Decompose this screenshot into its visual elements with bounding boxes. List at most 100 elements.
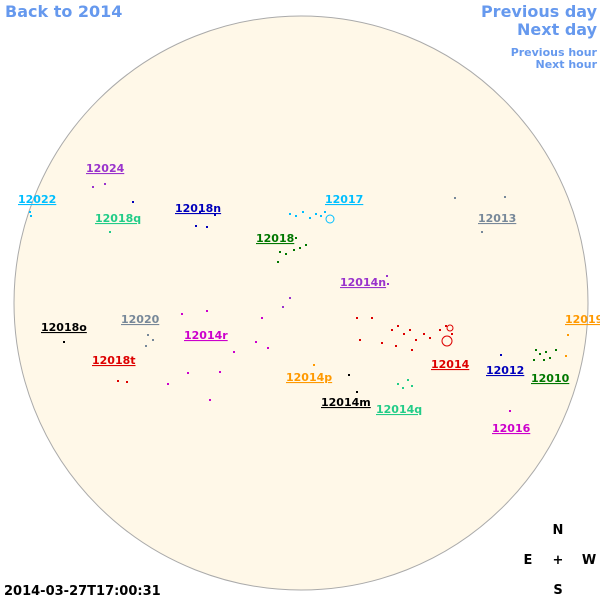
sunspot [397, 383, 399, 385]
sunspot [415, 339, 417, 341]
region-label[interactable]: 12024 [86, 162, 125, 175]
compass-north: N [553, 523, 564, 538]
sunspot [277, 261, 279, 263]
compass-south: S [553, 583, 562, 598]
sunspot [233, 351, 235, 353]
timestamp: 2014-03-27T17:00:31 [4, 584, 161, 599]
sunspot [381, 342, 383, 344]
sunspot [132, 201, 134, 203]
sunspot [117, 380, 119, 382]
sunspot [549, 357, 551, 359]
region-label[interactable]: 12016 [492, 422, 531, 435]
sunspot [305, 244, 307, 246]
sunspot [195, 225, 197, 227]
sunspot [451, 333, 453, 335]
sunspot [539, 353, 541, 355]
sunspot [500, 354, 502, 356]
region-label[interactable]: 12014r [184, 329, 228, 342]
region-label[interactable]: 12022 [18, 193, 56, 206]
back-link[interactable]: Back to 2014 [5, 2, 122, 21]
sunspot [206, 226, 208, 228]
sunspot [261, 317, 263, 319]
region-label[interactable]: 12018n [175, 202, 221, 215]
sunspot [481, 231, 483, 233]
region-label[interactable]: 12014m [321, 396, 371, 409]
sunspot [267, 347, 269, 349]
sunspot [313, 364, 315, 366]
sunspot [395, 345, 397, 347]
sunspot [504, 196, 506, 198]
sunspot [403, 333, 405, 335]
sunspot [567, 334, 569, 336]
sunspot [320, 215, 322, 217]
sunspot [439, 329, 441, 331]
sunspot [282, 306, 284, 308]
sunspot [302, 211, 304, 213]
sunspot [454, 197, 456, 199]
region-label[interactable]: 12014q [376, 403, 422, 416]
region-label[interactable]: 12018q [95, 212, 141, 225]
sunspot [356, 317, 358, 319]
sunspot [289, 297, 291, 299]
region-label[interactable]: 12010 [531, 372, 570, 385]
sunspot [293, 249, 295, 251]
sunspot [402, 387, 404, 389]
previous-hour-link[interactable]: Previous hour [511, 46, 598, 59]
sunspot [359, 339, 361, 341]
sunspot [391, 329, 393, 331]
sunspot [219, 371, 221, 373]
sunspot [324, 211, 326, 213]
compass-east: E [524, 553, 533, 568]
sunspot [397, 325, 399, 327]
sunspot [545, 351, 547, 353]
sunspot [386, 275, 388, 277]
sunspot [441, 335, 453, 347]
sunspot [145, 345, 147, 347]
sunspot [109, 231, 111, 233]
sunspot [206, 310, 208, 312]
region-label[interactable]: 12018o [41, 321, 87, 334]
compass-west: W [582, 553, 596, 568]
sunspot [167, 383, 169, 385]
next-hour-link[interactable]: Next hour [536, 58, 598, 71]
sunspot [543, 359, 545, 361]
sunspot [147, 334, 149, 336]
sunspot [429, 337, 431, 339]
sunspot [509, 410, 511, 412]
sunspot [309, 217, 311, 219]
sunspot [356, 391, 358, 393]
sunspot [289, 213, 291, 215]
region-label[interactable]: 12018t [92, 354, 136, 367]
region-label[interactable]: 12014p [286, 371, 332, 384]
region-label[interactable]: 12013 [478, 212, 516, 225]
region-label[interactable]: 12018 [256, 232, 294, 245]
region-label[interactable]: 12019 [565, 313, 600, 326]
sunspot [423, 333, 425, 335]
sunspot [411, 349, 413, 351]
sunspot [325, 214, 335, 224]
sunspot [209, 399, 211, 401]
region-label[interactable]: 12014n [340, 276, 386, 289]
sunspot [348, 374, 350, 376]
sunspot [152, 339, 154, 341]
sunspot [411, 385, 413, 387]
sunspot [295, 215, 297, 217]
sunspot [387, 283, 389, 285]
sunspot [295, 237, 297, 239]
sunspot [409, 329, 411, 331]
previous-day-link[interactable]: Previous day [481, 2, 598, 21]
sunspot [535, 349, 537, 351]
sunspot [555, 349, 557, 351]
sunspot [126, 381, 128, 383]
region-label[interactable]: 12012 [486, 364, 524, 377]
solar-disk [13, 15, 589, 591]
sunspot [533, 359, 535, 361]
compass-center: + [553, 553, 564, 568]
region-label[interactable]: 12020 [121, 313, 160, 326]
sunspot [30, 215, 32, 217]
region-label[interactable]: 12014 [431, 358, 470, 371]
next-day-link[interactable]: Next day [517, 20, 598, 39]
region-label[interactable]: 12017 [325, 193, 363, 206]
sunspot [285, 253, 287, 255]
